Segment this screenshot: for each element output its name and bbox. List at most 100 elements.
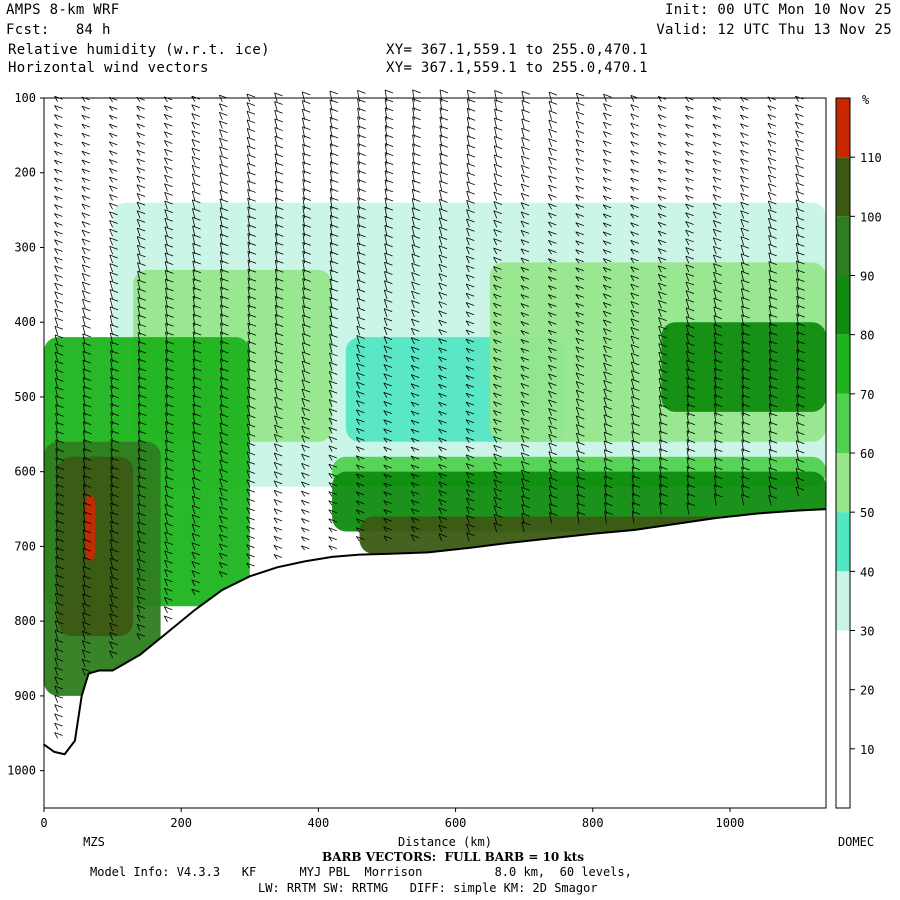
barb-staff	[81, 659, 86, 667]
barb-staff	[410, 473, 415, 479]
barb-flag	[439, 143, 448, 148]
barb-flag	[740, 201, 749, 206]
barb-staff	[575, 407, 580, 416]
barb-staff	[136, 605, 141, 614]
barb-flag	[769, 340, 778, 345]
barb-staff	[384, 243, 388, 255]
barb-staff	[54, 732, 59, 739]
barb-flag	[411, 508, 420, 513]
barb-flag	[275, 224, 284, 228]
barb-staff	[465, 366, 470, 372]
barb-staff	[438, 419, 443, 425]
barb-staff	[685, 141, 690, 147]
barb-flag	[521, 155, 530, 160]
barb-flag	[81, 229, 91, 234]
barb-staff	[274, 118, 278, 129]
barb-flag	[630, 301, 639, 305]
barb-staff	[410, 534, 415, 542]
barb-flag	[55, 439, 64, 444]
barb-flag	[411, 235, 421, 239]
barb-flag	[82, 316, 91, 320]
barb-flag	[384, 280, 393, 285]
barb-staff	[302, 305, 306, 318]
barb-flag	[659, 493, 668, 497]
barb-flag	[247, 286, 257, 291]
barb-flag	[439, 162, 448, 166]
barb-staff	[795, 165, 799, 174]
barb-column	[163, 96, 174, 623]
barb-flag	[493, 427, 502, 432]
barb-flag	[274, 378, 283, 383]
barb-flag	[520, 409, 530, 413]
barb-staff	[767, 200, 772, 210]
barb-flag	[741, 421, 750, 426]
barb-flag	[82, 333, 91, 338]
barb-staff	[712, 246, 717, 255]
colorbar-label: 50	[860, 506, 874, 520]
barb-flag	[438, 524, 447, 529]
barb-flag	[630, 248, 639, 253]
colorbar-label: 10	[860, 743, 874, 757]
barb-flag	[82, 264, 91, 269]
barb-flag	[658, 386, 668, 391]
barb-staff	[219, 432, 223, 443]
barb-flag	[384, 170, 394, 175]
barb-staff	[630, 283, 635, 291]
barb-staff	[411, 189, 415, 201]
barb-staff	[164, 458, 168, 470]
barb-flag	[384, 98, 394, 103]
barb-flag	[575, 276, 584, 280]
barb-staff	[54, 611, 59, 622]
barb-flag	[548, 477, 558, 481]
barb-flag	[274, 415, 283, 420]
barb-flag	[439, 107, 449, 112]
barb-staff	[575, 311, 580, 318]
barb-staff	[81, 203, 86, 210]
barb-staff	[603, 388, 607, 398]
barb-flag	[137, 236, 146, 240]
barb-staff	[328, 536, 333, 542]
barb-staff	[603, 371, 607, 380]
cross-section-coords-1: XY= 367.1,559.1 to 255.0,470.1	[386, 42, 648, 58]
barb-flag	[768, 217, 777, 222]
barb-flag	[657, 150, 667, 155]
barb-flag	[493, 275, 502, 280]
barb-flag	[576, 102, 585, 106]
barb-flag	[54, 308, 63, 313]
barb-staff	[410, 499, 415, 506]
barb-staff	[218, 562, 223, 569]
barb-staff	[328, 371, 333, 380]
barb-staff	[630, 335, 635, 345]
barb-flag	[520, 257, 530, 262]
barb-staff	[109, 298, 113, 309]
barb-flag	[438, 383, 447, 388]
barb-flag	[328, 408, 338, 413]
barb-staff	[602, 284, 607, 291]
barb-flag	[576, 111, 585, 116]
barb-flag	[109, 594, 119, 599]
barb-flag	[412, 152, 421, 157]
barb-flag	[493, 401, 502, 406]
barb-flag	[247, 189, 256, 193]
barb-staff	[439, 162, 443, 174]
barb-staff	[494, 99, 498, 111]
barb-staff	[274, 341, 278, 353]
barb-flag	[548, 373, 557, 378]
barb-flag	[548, 312, 557, 316]
barb-staff	[191, 570, 196, 578]
barb-flag	[466, 246, 475, 251]
barb-flag	[165, 305, 174, 309]
barb-flag	[575, 311, 584, 316]
barb-staff	[329, 315, 333, 327]
barb-staff	[630, 240, 635, 246]
barb-staff	[410, 328, 415, 336]
barb-staff	[81, 177, 86, 183]
barb-staff	[685, 186, 690, 192]
barb-staff	[520, 230, 525, 237]
barb-staff	[493, 257, 498, 264]
barb-staff	[136, 633, 141, 641]
barb-flag	[686, 448, 696, 452]
barb-staff	[164, 476, 168, 488]
barb-staff	[328, 445, 333, 452]
barb-staff	[520, 461, 525, 470]
